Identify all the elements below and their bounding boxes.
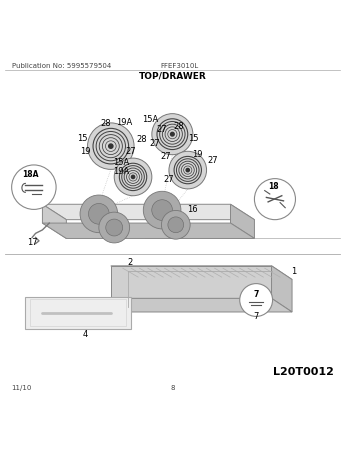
Text: 11/10: 11/10 (12, 385, 32, 390)
Circle shape (169, 151, 206, 189)
Text: 27: 27 (149, 139, 160, 148)
Text: 15: 15 (77, 135, 88, 144)
Polygon shape (111, 266, 272, 299)
Circle shape (254, 178, 295, 220)
Text: 27: 27 (164, 175, 174, 184)
Circle shape (106, 219, 123, 236)
Circle shape (80, 195, 118, 233)
Text: 18: 18 (268, 183, 279, 191)
Circle shape (109, 144, 113, 148)
Polygon shape (42, 204, 66, 238)
Text: 7: 7 (253, 312, 259, 321)
Text: Publication No: 5995579504: Publication No: 5995579504 (12, 63, 111, 69)
Circle shape (131, 175, 135, 178)
Text: 16: 16 (188, 205, 198, 214)
Text: 8: 8 (170, 385, 175, 390)
Polygon shape (231, 204, 254, 238)
Circle shape (143, 191, 181, 229)
Text: 27: 27 (160, 152, 171, 161)
Circle shape (240, 284, 273, 317)
Circle shape (161, 211, 190, 239)
Circle shape (168, 217, 184, 233)
Polygon shape (42, 204, 254, 220)
Circle shape (170, 132, 174, 136)
Text: 1: 1 (291, 267, 296, 276)
Polygon shape (42, 223, 254, 238)
Text: 15A: 15A (113, 159, 129, 168)
Polygon shape (111, 299, 292, 312)
Text: 18A: 18A (22, 170, 39, 179)
Circle shape (114, 158, 152, 196)
Text: 7: 7 (253, 290, 259, 299)
Text: 27: 27 (125, 147, 136, 156)
Text: 28: 28 (174, 122, 184, 131)
Circle shape (186, 169, 189, 172)
Text: 2: 2 (127, 258, 132, 266)
Text: 28: 28 (136, 135, 147, 144)
Text: 19: 19 (192, 149, 202, 159)
Circle shape (88, 123, 134, 169)
Text: 19A: 19A (113, 167, 129, 176)
Text: 15: 15 (188, 134, 199, 143)
Circle shape (99, 212, 130, 243)
Circle shape (152, 114, 193, 154)
Text: FFEF3010L: FFEF3010L (160, 63, 198, 69)
Circle shape (152, 200, 173, 221)
Text: 19: 19 (80, 147, 91, 156)
Text: 28: 28 (100, 119, 111, 128)
Text: 4: 4 (83, 330, 88, 339)
Text: L20T0012: L20T0012 (273, 367, 334, 377)
Polygon shape (272, 266, 292, 312)
Text: 17: 17 (28, 238, 38, 247)
Polygon shape (111, 266, 292, 280)
Text: 27: 27 (208, 156, 218, 164)
Text: TOP/DRAWER: TOP/DRAWER (139, 72, 206, 81)
Polygon shape (25, 297, 131, 329)
Text: 19A: 19A (116, 118, 133, 127)
Text: 27: 27 (156, 125, 167, 134)
Circle shape (12, 165, 56, 209)
Circle shape (89, 203, 109, 224)
Text: 15A: 15A (142, 116, 158, 124)
